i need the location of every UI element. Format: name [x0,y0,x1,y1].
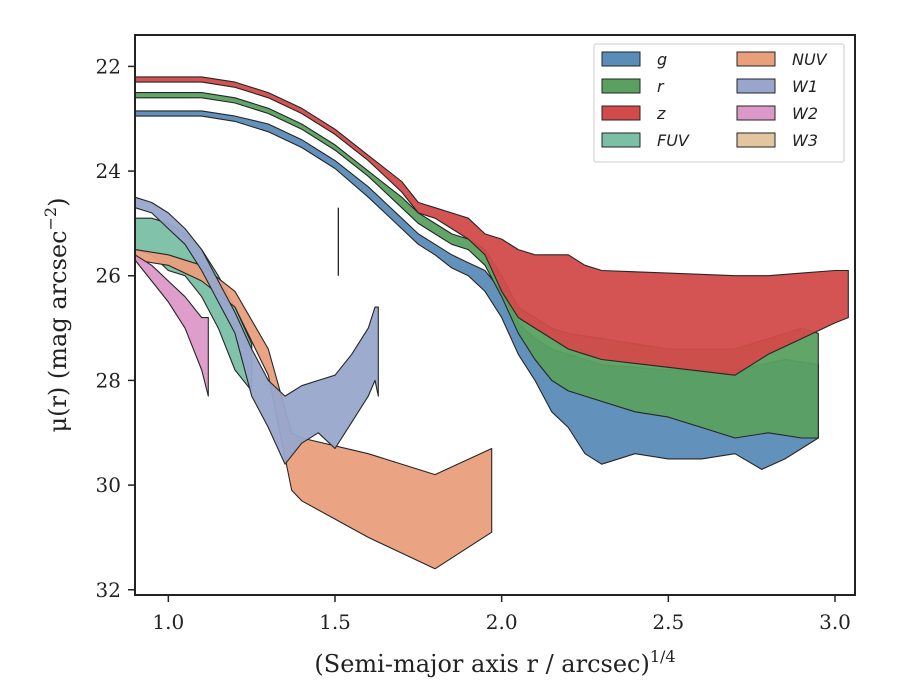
bands-layer [134,76,849,570]
legend-label-fuv: FUV [657,131,690,150]
plot-frame [134,34,856,596]
y-tick-label: 28 [96,368,121,392]
legend-swatch-g [601,51,641,67]
band-w1 [134,196,379,465]
legend-swatch-w2 [736,105,776,121]
legend-label-w1: W1 [792,77,818,96]
y-tick-label: 22 [96,54,121,78]
y-axis-label-tail: ) [44,198,72,207]
legend: grz FUV NUV W1 W2 W3 [593,43,845,163]
legend-label-z: z [656,104,666,123]
x-axis-label-text: (Semi-major axis r / arcsec) [314,650,649,678]
x-tick-label: 1.0 [152,610,184,634]
x-tick-label: 3.0 [819,610,851,634]
legend-label-w2: W2 [792,104,818,123]
y-tick-label: 30 [96,473,121,497]
x-tick-label: 1.5 [319,610,351,634]
legend-swatch-w3 [736,132,776,148]
legend-swatch-z [601,105,641,121]
y-axis-label-exponent: −2 [41,207,60,231]
y-ticks: 22 24 26 28 30 32 [96,54,135,602]
legend-box [593,43,845,163]
legend-label-w3: W3 [792,131,818,150]
y-tick-label: 26 [96,264,121,288]
band-w2 [134,254,209,397]
x-axis-label: (Semi-major axis r / arcsec)1/4 [314,647,675,678]
x-ticks: 1.0 1.5 2.0 2.5 3.0 [152,595,851,634]
legend-label-g: g [657,50,667,69]
legend-swatch-w1 [736,78,776,94]
band-z [134,76,849,376]
legend-label-r: r [657,77,665,96]
y-tick-label: 24 [96,159,121,183]
legend-swatch-nuv [736,51,776,67]
x-axis-label-exponent: 1/4 [650,647,676,666]
x-tick-label: 2.0 [486,610,518,634]
y-tick-label: 32 [96,578,121,602]
legend-label-nuv: NUV [792,50,828,69]
x-tick-label: 2.5 [652,610,684,634]
legend-swatch-r [601,78,641,94]
y-axis-label: μ(r) (mag arcsec−2) [41,198,72,433]
y-axis-label-text: μ(r) (mag arcsec [44,230,72,432]
legend-swatch-fuv [601,132,641,148]
